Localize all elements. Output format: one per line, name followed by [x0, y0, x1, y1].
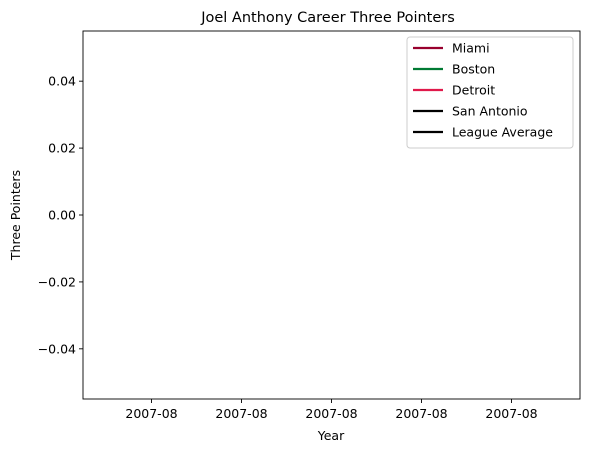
y-tick-label: 0.02 [48, 141, 76, 156]
chart-title: Joel Anthony Career Three Pointers [200, 10, 455, 26]
y-tick-label: −0.04 [38, 341, 76, 356]
legend-label: San Antonio [452, 104, 528, 119]
y-tick-label: 0.00 [48, 208, 76, 223]
x-axis: 2007-08 2007-08 2007-08 2007-08 2007-08 [125, 399, 538, 421]
legend: Miami Boston Detroit San Antonio League Aver… [406, 36, 574, 149]
y-tick-label: 0.04 [48, 74, 76, 89]
x-tick-label: 2007-08 [215, 406, 267, 421]
legend-label: Boston [452, 62, 495, 77]
legend-label: Miami [452, 41, 490, 56]
x-tick-label: 2007-08 [395, 406, 447, 421]
x-tick-label: 2007-08 [485, 406, 537, 421]
y-axis: 0.04 0.02 0.00 −0.02 −0.04 [38, 74, 83, 356]
legend-label: League Average [452, 125, 553, 140]
y-axis-label: Three Pointers [8, 170, 23, 261]
x-tick-label: 2007-08 [305, 406, 357, 421]
legend-frame [406, 36, 574, 149]
legend-label: Detroit [452, 83, 495, 98]
x-tick-label: 2007-08 [125, 406, 177, 421]
y-tick-label: −0.02 [38, 274, 76, 289]
x-axis-label: Year [317, 428, 345, 443]
